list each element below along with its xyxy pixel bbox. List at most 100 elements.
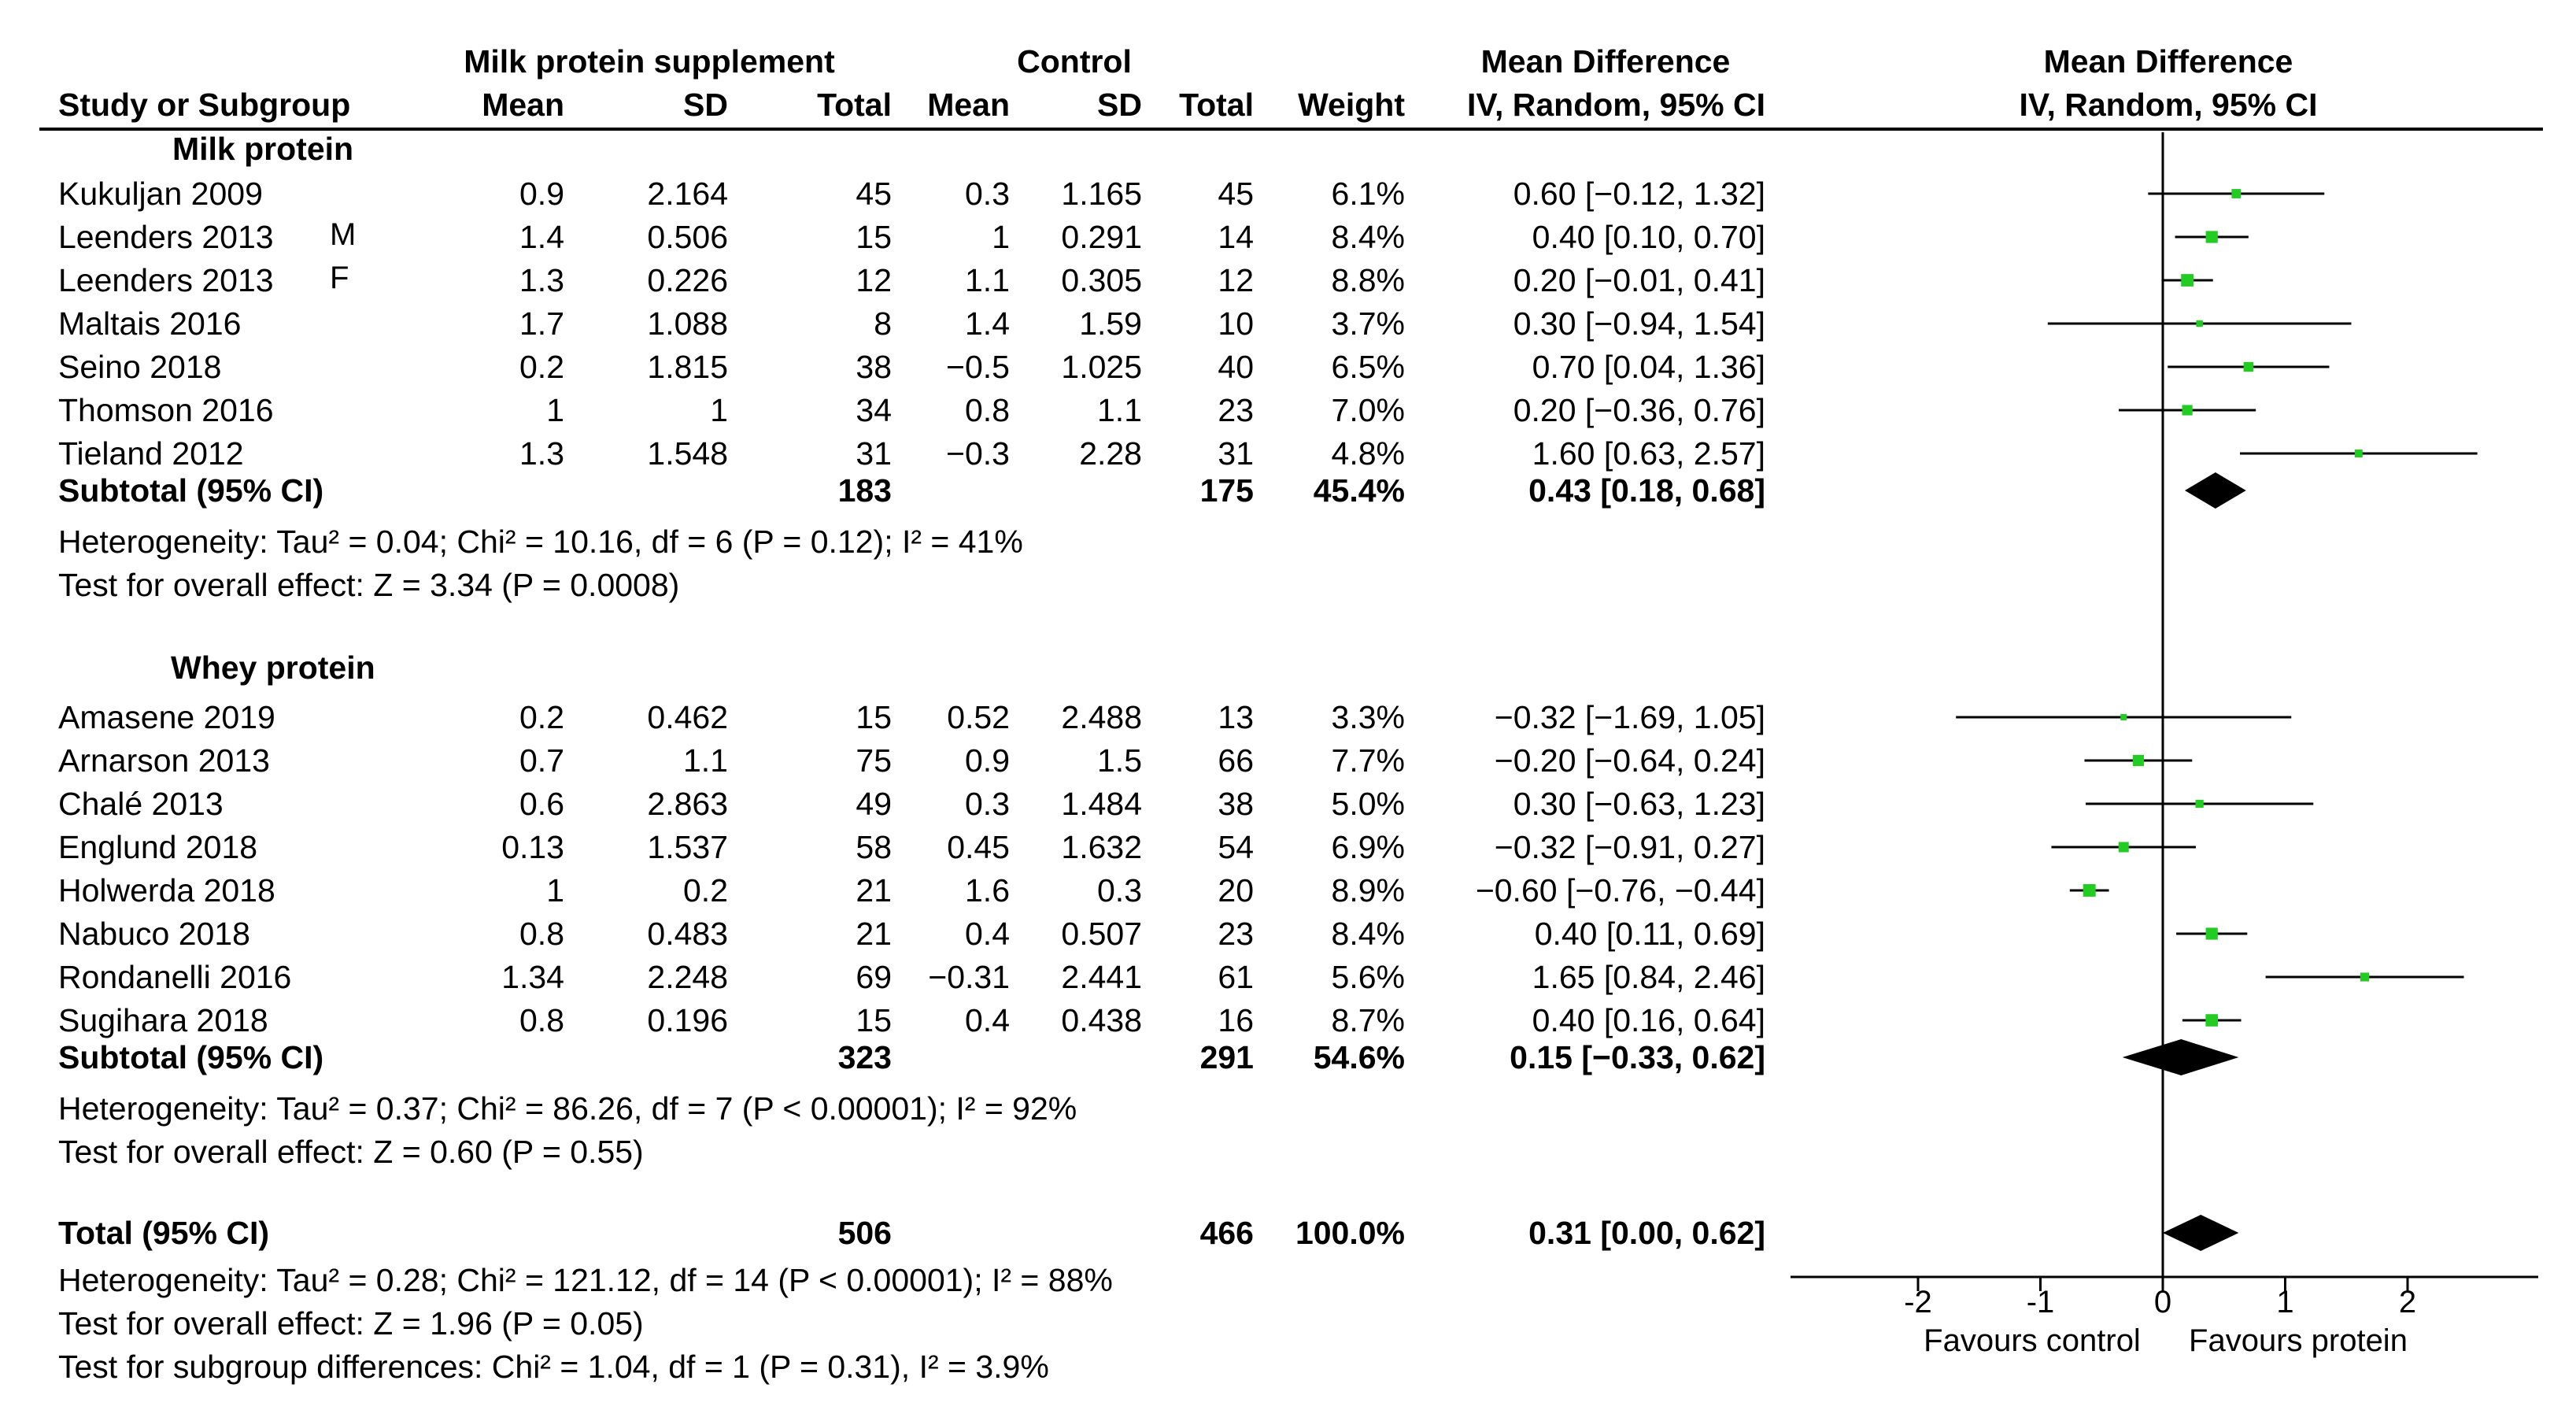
- study-weight: 8.4%: [1332, 916, 1405, 952]
- treatment-mean: 1.34: [501, 959, 564, 995]
- subtotal-treatment-total: 323: [838, 1039, 892, 1075]
- forest-plot: -2 -1 0 1 2 Favours control Favours protein: [1791, 132, 2538, 1358]
- control-total: 13: [1218, 699, 1254, 735]
- total-ci: 0.31 [0.00, 0.62]: [1528, 1215, 1765, 1251]
- subgroup-title: Milk protein: [172, 131, 353, 167]
- control-mean: 0.9: [965, 742, 1010, 779]
- study-weight: 8.8%: [1332, 262, 1405, 298]
- total-weight: 100.0%: [1295, 1215, 1405, 1251]
- treatment-total: 34: [856, 392, 892, 428]
- study-ci: 1.60 [0.63, 2.57]: [1532, 435, 1765, 472]
- study-weight: 3.3%: [1332, 699, 1405, 735]
- control-mean: 0.4: [965, 1002, 1010, 1038]
- treatment-mean: 1.3: [519, 435, 564, 472]
- study-ci: 0.20 [−0.36, 0.76]: [1513, 392, 1765, 428]
- x-tick-label: 1: [2276, 1285, 2293, 1319]
- effect-marker: [2243, 361, 2254, 372]
- subtotal-label: Subtotal (95% CI): [58, 472, 323, 509]
- effect-marker: [2205, 927, 2218, 940]
- control-sd: 1.1: [1097, 392, 1142, 428]
- table-row: Chalé 2013 0.6 2.863 49 0.3 1.484 38 5.0% 0.30 […: [58, 786, 1765, 822]
- treatment-sd: 2.863: [647, 786, 728, 822]
- control-sd: 0.438: [1061, 1002, 1142, 1038]
- subgroup: Milk protein: [172, 131, 353, 167]
- treatment-sd: 1.815: [647, 349, 728, 385]
- favours-control-label: Favours control: [1924, 1323, 2141, 1358]
- results-table: Milk protein supplement Control Mean Diffe…: [39, 43, 2543, 1385]
- treatment-sd: 1: [710, 392, 728, 428]
- table-row: Leenders 2013 F 1.3 0.226 12 1.1 0.305 12 8.8% 0.…: [58, 261, 1765, 298]
- control-total: 38: [1218, 786, 1254, 822]
- study-ci: −0.32 [−1.69, 1.05]: [1495, 699, 1765, 735]
- treatment-total: 15: [856, 219, 892, 255]
- study-ci: 0.20 [−0.01, 0.41]: [1513, 262, 1765, 298]
- effect-marker: [2196, 320, 2203, 328]
- control-sd: 1.59: [1079, 305, 1142, 342]
- treatment-sd: 1.1: [683, 742, 728, 779]
- table-row: Tieland 2012 1.3 1.548 31 −0.3 2.28 31 4.8% 1.60…: [58, 435, 1765, 472]
- control-sd: 0.305: [1061, 262, 1142, 298]
- control-mean: 0.52: [947, 699, 1010, 735]
- total-diamond: [2163, 1215, 2239, 1251]
- study-name: Leenders 2013: [58, 262, 274, 298]
- control-sd: 0.507: [1061, 916, 1142, 952]
- treatment-mean: 0.13: [501, 829, 564, 865]
- treatment-total: 75: [856, 742, 892, 779]
- study-weight: 3.7%: [1332, 305, 1405, 342]
- subtotal-diamond: [2184, 472, 2246, 509]
- study-weight: 7.7%: [1332, 742, 1405, 779]
- treatment-total: 21: [856, 916, 892, 952]
- effect-marker: [2132, 754, 2144, 767]
- treatment-sd: 0.462: [647, 699, 728, 735]
- treatment-mean: 0.7: [519, 742, 564, 779]
- control-sd: 0.3: [1097, 872, 1142, 909]
- study-weight: 7.0%: [1332, 392, 1405, 428]
- treatment-sd: 1.088: [647, 305, 728, 342]
- table-row: Seino 2018 0.2 1.815 38 −0.5 1.025 40 6.5% 0.70 …: [58, 349, 1765, 385]
- study-weight: 5.0%: [1332, 786, 1405, 822]
- study-weight: 6.5%: [1332, 349, 1405, 385]
- control-sd: 2.441: [1061, 959, 1142, 995]
- study-weight: 8.4%: [1332, 219, 1405, 255]
- table-row: Amasene 2019 0.2 0.462 15 0.52 2.488 13 3.3% −0.…: [58, 699, 1765, 735]
- column-header-control-total: Total: [1179, 87, 1254, 123]
- control-total: 14: [1218, 219, 1254, 255]
- control-total: 31: [1218, 435, 1254, 472]
- table-row: Leenders 2013 M 1.4 0.506 15 1 0.291 14 8.4% 0.40…: [58, 217, 1765, 255]
- treatment-mean: 1.3: [519, 262, 564, 298]
- table-row: Englund 2018 0.13 1.537 58 0.45 1.632 54 6.9% −0…: [58, 829, 1765, 865]
- study-ci: 1.65 [0.84, 2.46]: [1532, 959, 1765, 995]
- control-sd: 1.5: [1097, 742, 1142, 779]
- table-row: Nabuco 2018 0.8 0.483 21 0.4 0.507 23 8.4% 0.40 …: [58, 916, 1765, 952]
- control-sd: 2.28: [1079, 435, 1142, 472]
- control-total: 10: [1218, 305, 1254, 342]
- control-mean: 0.3: [965, 176, 1010, 212]
- control-total: 16: [1218, 1002, 1254, 1038]
- control-mean: −0.3: [946, 435, 1010, 472]
- treatment-total: 58: [856, 829, 892, 865]
- treatment-mean: 0.9: [519, 176, 564, 212]
- study-ci: 0.40 [0.16, 0.64]: [1532, 1002, 1765, 1038]
- study-name: Arnarson 2013: [58, 742, 270, 779]
- control-mean: −0.31: [928, 959, 1010, 995]
- treatment-sd: 0.483: [647, 916, 728, 952]
- control-mean: 0.4: [965, 916, 1010, 952]
- treatment-mean: 1.7: [519, 305, 564, 342]
- effect-marker: [2205, 1014, 2219, 1027]
- study-name: Thomson 2016: [58, 392, 274, 428]
- treatment-total: 15: [856, 699, 892, 735]
- control-mean: 1.4: [965, 305, 1010, 342]
- treatment-total: 12: [856, 262, 892, 298]
- total-label: Total (95% CI): [58, 1215, 269, 1251]
- treatment-sd: 2.164: [647, 176, 728, 212]
- control-sd: 1.632: [1061, 829, 1142, 865]
- subtotal-control-total: 175: [1200, 472, 1254, 509]
- subgroup-differences-test: Test for subgroup differences: Chi² = 1.…: [58, 1349, 1049, 1385]
- subtotal-control-total: 291: [1200, 1039, 1254, 1075]
- treatment-mean: 1.4: [519, 219, 564, 255]
- treatment-mean: 0.2: [519, 699, 564, 735]
- treatment-sd: 0.2: [683, 872, 728, 909]
- x-tick-label: -2: [1904, 1285, 1932, 1319]
- treatment-total: 38: [856, 349, 892, 385]
